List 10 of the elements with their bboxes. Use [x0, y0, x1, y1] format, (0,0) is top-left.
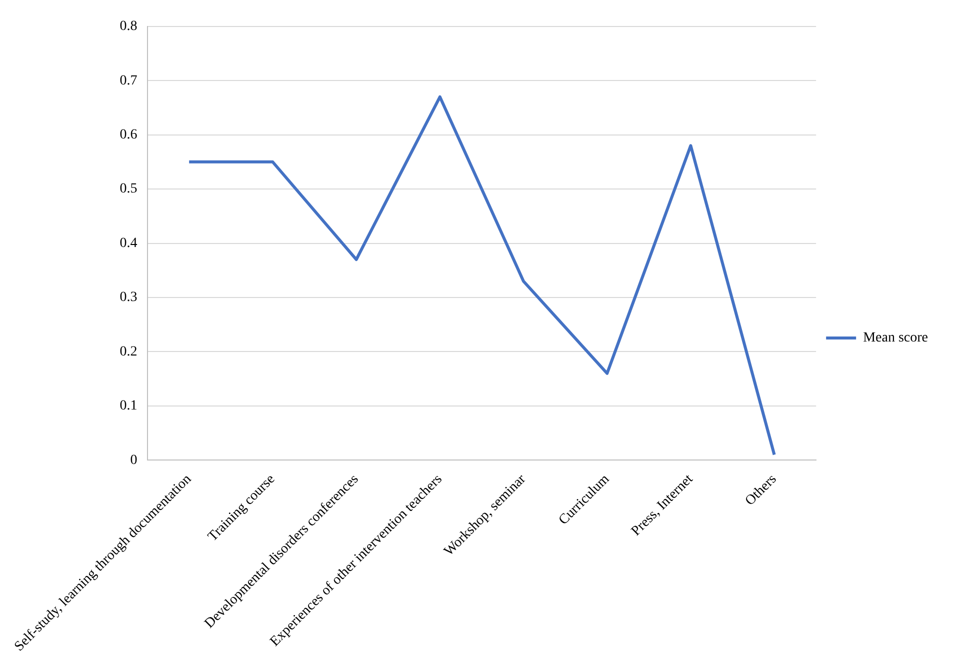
- y-tick-label: 0.5: [120, 182, 138, 197]
- y-tick-label: 0.4: [120, 236, 138, 251]
- y-tick-label: 0: [130, 452, 138, 468]
- legend-label: Mean score: [863, 330, 928, 346]
- y-tick-label: 0.3: [120, 290, 138, 306]
- y-tick-label: 0.8: [120, 19, 138, 34]
- y-tick-label: 0.7: [120, 73, 138, 88]
- y-tick-label: 0.1: [120, 398, 138, 414]
- y-tick-label: 0.6: [120, 128, 138, 142]
- y-tick-label: 0.2: [120, 344, 138, 360]
